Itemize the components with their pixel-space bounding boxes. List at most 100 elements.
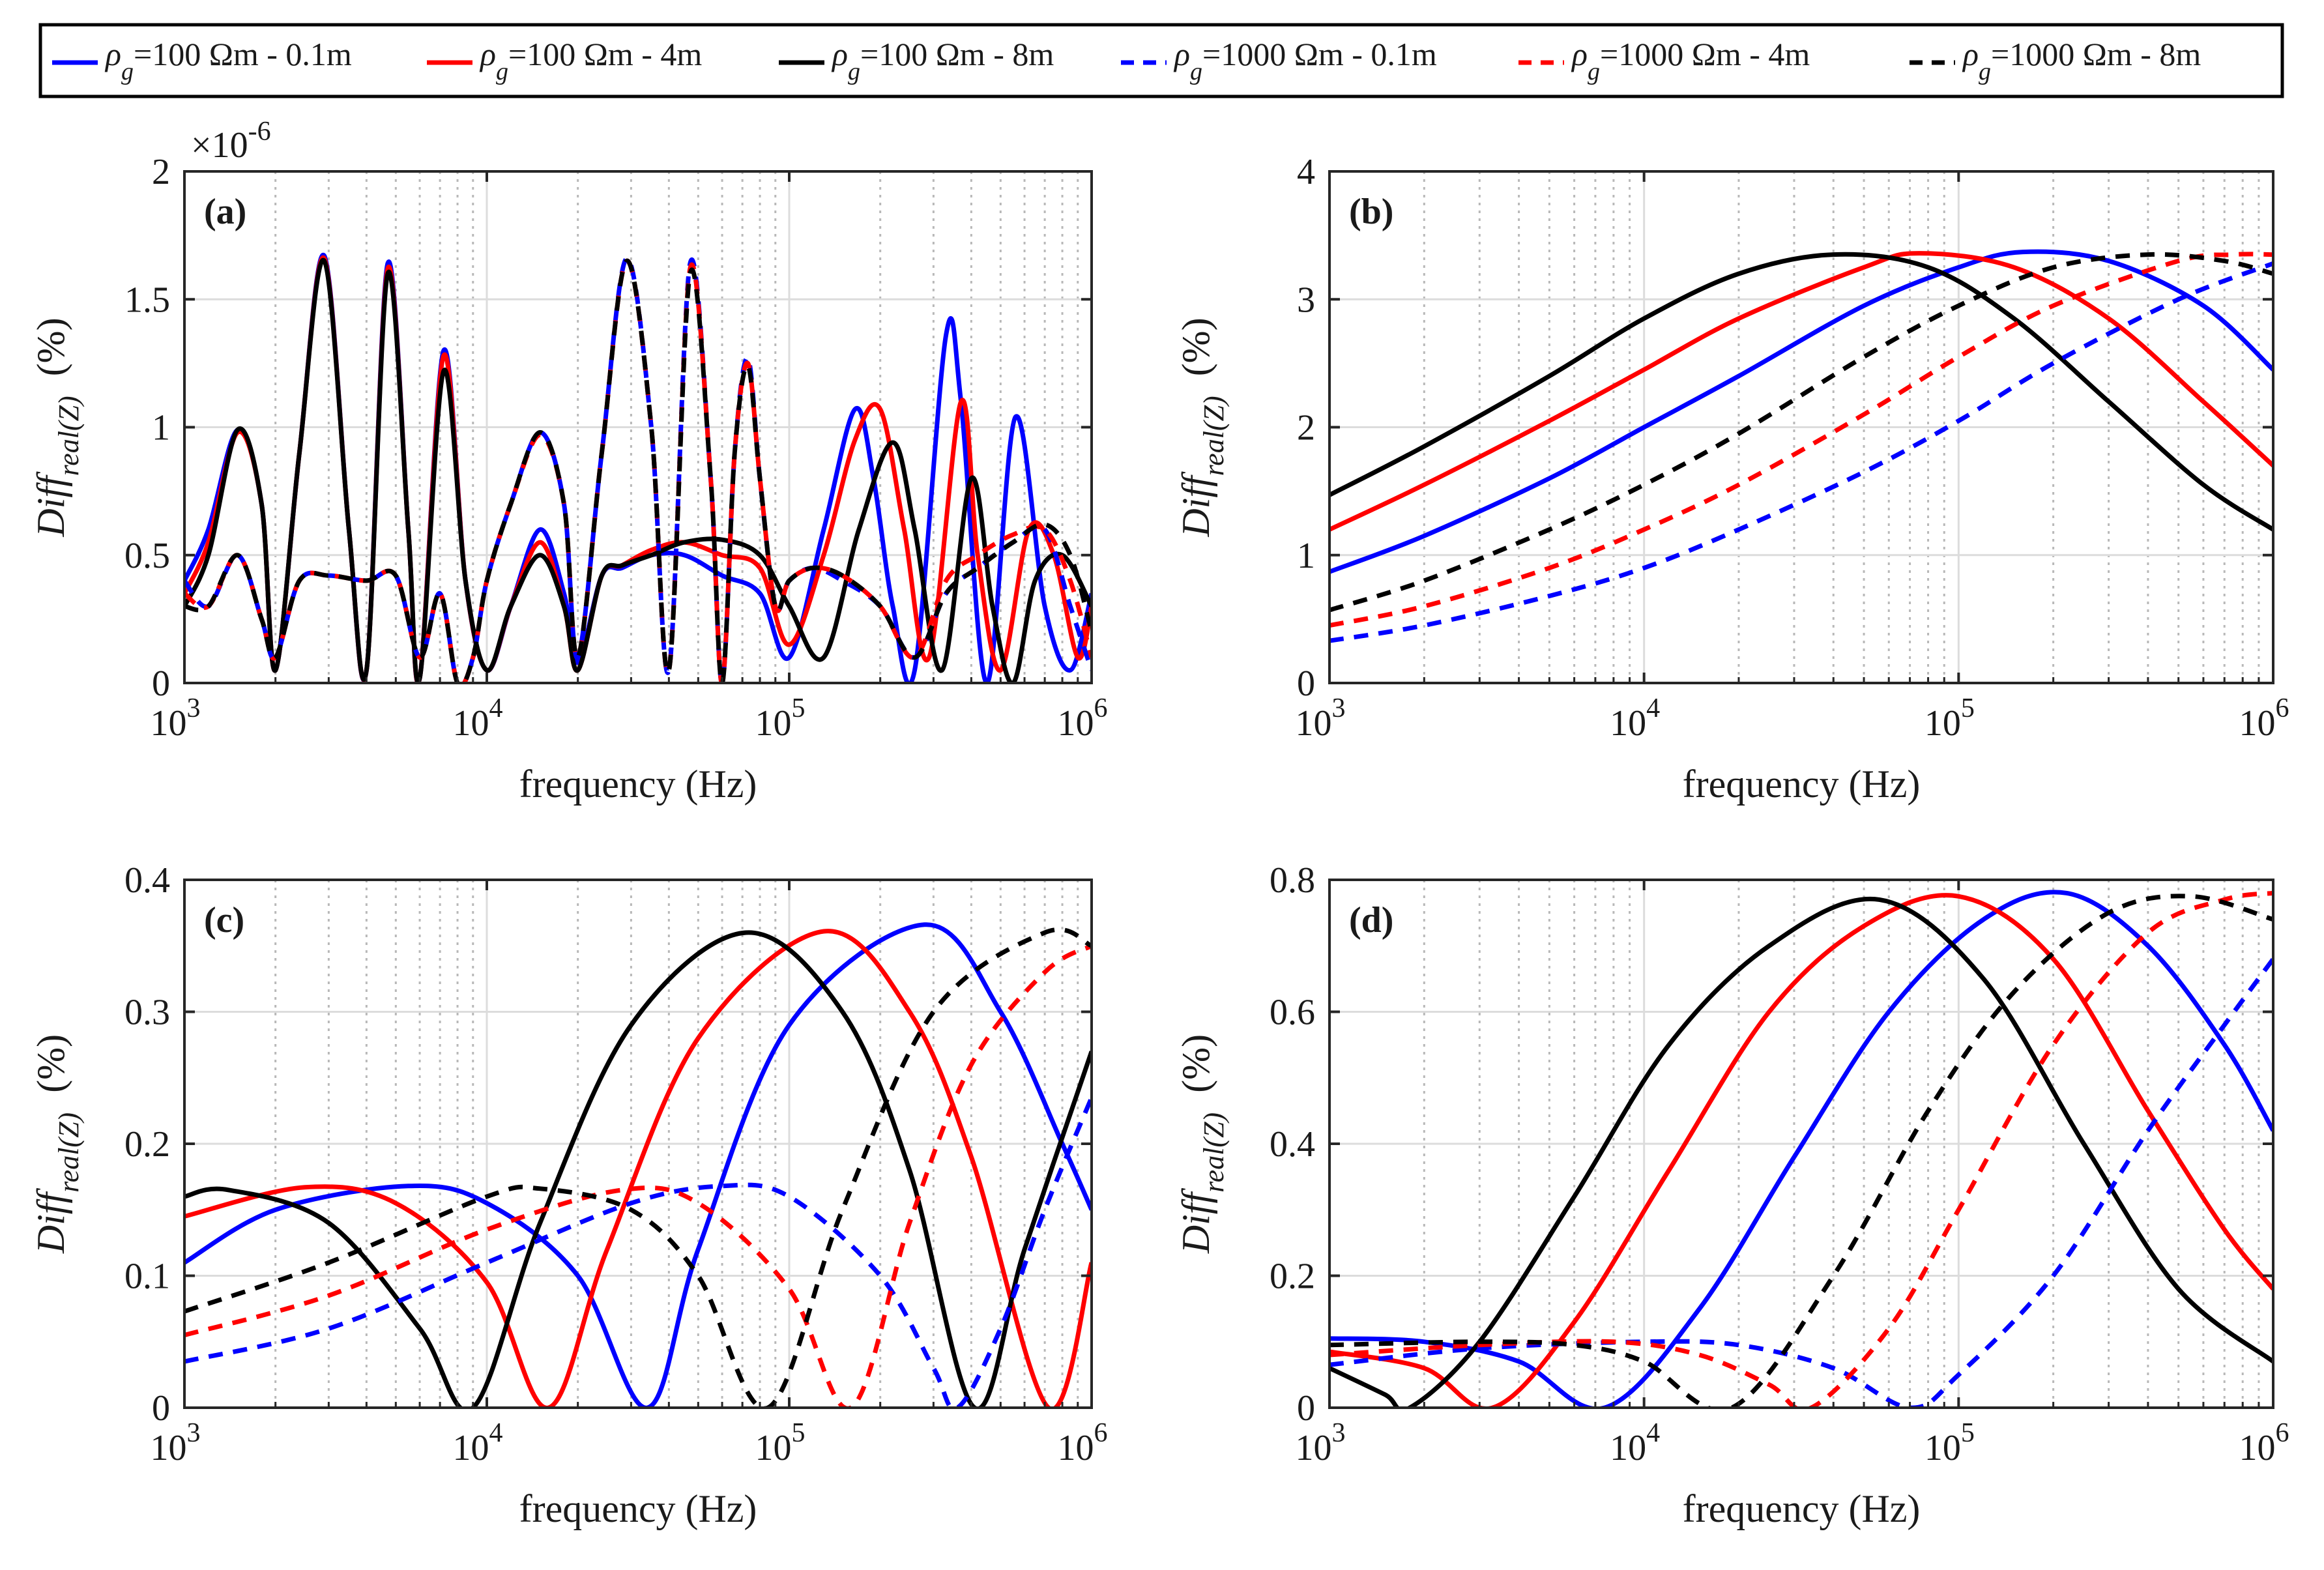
y-label-unit: (%): [29, 317, 72, 376]
legend-rho: ρ: [104, 36, 121, 72]
x-tick-exp: 5: [1961, 693, 1975, 723]
x-tick-label: 106: [1058, 693, 1108, 744]
x-tick-exp: 4: [1646, 693, 1660, 723]
x-tick-base: 10: [453, 1428, 489, 1468]
legend-value: =1000 Ωm - 8m: [1991, 36, 2201, 72]
x-tick-base: 10: [151, 703, 187, 744]
series-line: [1329, 896, 2273, 1408]
y-tick-label: 0.5: [124, 536, 170, 576]
y-tick-label: 1: [152, 408, 170, 448]
y-label-unit: (%): [29, 1034, 72, 1093]
x-tick-label: 103: [151, 1418, 201, 1468]
series-line: [184, 922, 1092, 1408]
y-tick-label: 4: [1297, 152, 1315, 192]
y-tick-label: 0.3: [124, 993, 170, 1033]
x-tick-label: 103: [1296, 1418, 1346, 1468]
x-tick-label: 104: [1610, 693, 1660, 744]
x-axis: 103 104 105 106: [1296, 880, 2289, 1468]
x-tick-base: 10: [1925, 703, 1961, 744]
series-line: [1329, 894, 2273, 1408]
x-tick-base: 10: [453, 703, 489, 744]
x-axis-label: frequency (Hz): [1683, 1487, 1921, 1530]
y-axis: 0 0.2 0.4 0.6 0.8: [1270, 860, 2273, 1429]
y-multiplier: ×10-6: [191, 117, 271, 166]
legend-sub: g: [1190, 58, 1202, 85]
x-tick-exp: 3: [187, 693, 201, 723]
x-tick-base: 10: [1296, 1428, 1332, 1468]
x-axis: 103 104 105 106: [151, 171, 1108, 744]
x-tick-exp: 5: [1961, 1418, 1975, 1448]
series-group: [184, 252, 1092, 683]
x-tick-label: 103: [1296, 693, 1346, 744]
legend-sub: g: [121, 58, 134, 85]
series-line: [1329, 252, 2273, 628]
legend-sub: g: [1979, 58, 1991, 85]
y-axis: 0 0.5 1 1.5 2: [124, 152, 1092, 704]
legend-value: =1000 Ωm - 0.1m: [1202, 36, 1437, 72]
series-line: [184, 255, 1092, 683]
legend-rho: ρ: [831, 36, 848, 72]
series-line: [184, 944, 1092, 1408]
x-tick-exp: 6: [2276, 693, 2289, 723]
legend-value: =100 Ωm - 4m: [508, 36, 702, 72]
y-axis: 0 0.1 0.2 0.3 0.4: [124, 860, 1092, 1429]
legend-box: [38, 23, 2284, 98]
x-tick-label: 106: [2239, 693, 2289, 744]
y-label-main: Diff: [29, 471, 72, 538]
y-label-sub: real(Z): [53, 396, 85, 476]
x-tick-exp: 6: [1094, 693, 1108, 723]
y-label-sub: real(Z): [1198, 396, 1230, 476]
legend: ρg=100 Ωm - 0.1m ρg=100 Ωm - 4m ρg=100 Ωm …: [38, 23, 2284, 98]
legend-item: ρg=100 Ωm - 4m: [427, 36, 702, 85]
y-tick-label: 0.2: [1270, 1257, 1315, 1297]
legend-rho: ρ: [1571, 36, 1588, 72]
x-tick-label: 105: [755, 693, 806, 744]
series-line: [184, 927, 1092, 1408]
x-tick-exp: 6: [1094, 1418, 1108, 1448]
x-tick-exp: 3: [187, 1418, 201, 1448]
y-axis: 0 1 2 3 4: [1297, 152, 2273, 704]
y-tick-label: 0.8: [1270, 860, 1315, 901]
x-tick-exp: 4: [489, 693, 503, 723]
x-tick-exp: 5: [792, 1418, 806, 1448]
y-label-unit: (%): [1174, 317, 1217, 376]
x-tick-base: 10: [1610, 703, 1646, 744]
legend-item: ρg=1000 Ωm - 4m: [1518, 36, 1810, 85]
y-tick-label: 0.1: [124, 1257, 170, 1297]
y-label-main: Diff: [1174, 471, 1217, 538]
legend-rho: ρ: [479, 36, 496, 72]
legend-label: ρg=100 Ωm - 0.1m: [104, 36, 352, 85]
legend-sub: g: [1588, 58, 1600, 85]
x-tick-base: 10: [1296, 703, 1332, 744]
y-tick-label: 0.4: [1270, 1124, 1315, 1165]
legend-label: ρg=1000 Ωm - 8m: [1962, 36, 2201, 85]
y-label-main: Diff: [1174, 1187, 1217, 1254]
y-tick-label: 2: [152, 152, 170, 192]
multiplier-base: ×10: [191, 125, 248, 166]
x-tick-label: 106: [1058, 1418, 1108, 1468]
x-tick-base: 10: [1925, 1428, 1961, 1468]
y-axis-label: Diffreal(Z) (%): [1174, 1034, 1230, 1254]
legend-item: ρg=100 Ωm - 0.1m: [52, 36, 352, 85]
y-label-main: Diff: [29, 1187, 72, 1254]
legend-sub: g: [848, 58, 860, 85]
series-line: [184, 930, 1092, 1408]
y-tick-label: 0.4: [124, 860, 170, 901]
series-line: [1329, 252, 2273, 613]
y-tick-label: 0: [152, 663, 170, 704]
x-tick-exp: 3: [1332, 693, 1346, 723]
panel-label: (c): [204, 900, 244, 940]
series-line: [184, 929, 1092, 1408]
legend-value: =100 Ωm - 0.1m: [134, 36, 352, 72]
y-label-sub: real(Z): [53, 1112, 85, 1193]
y-tick-label: 0: [152, 1388, 170, 1429]
legend-rho: ρ: [1962, 36, 1979, 72]
legend-label: ρg=1000 Ωm - 4m: [1571, 36, 1810, 85]
x-tick-base: 10: [2239, 703, 2276, 744]
x-tick-label: 105: [1925, 693, 1975, 744]
series-line: [184, 1096, 1092, 1408]
x-tick-label: 105: [755, 1418, 806, 1468]
series-line: [1329, 890, 2273, 1408]
